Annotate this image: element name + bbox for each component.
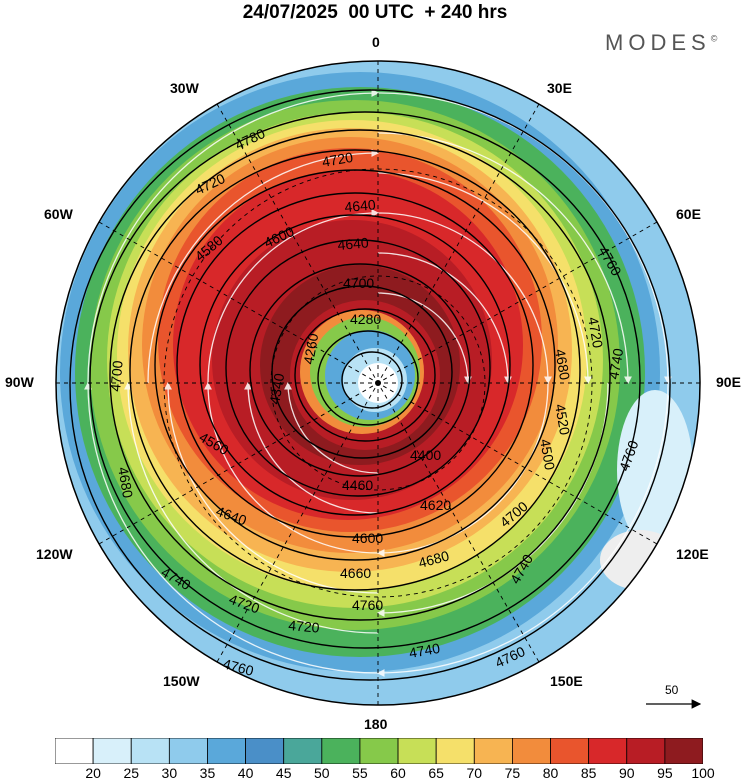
colorbar-tick-label: 40 xyxy=(237,765,254,781)
contour-label: 4640 xyxy=(337,234,370,253)
colorbar-swatch xyxy=(283,738,323,764)
contour-label: 4680 xyxy=(552,348,573,382)
contour-label: 4620 xyxy=(420,497,451,513)
colorbar-tick-label: 50 xyxy=(314,765,330,781)
contour-label: 4680 xyxy=(115,466,136,500)
contour-label: 4740 xyxy=(408,640,442,661)
colorbar-tick-label: 75 xyxy=(504,765,521,781)
contour-label: 4660 xyxy=(340,565,371,581)
reference-vector-arrow xyxy=(646,699,702,709)
colorbar-swatch xyxy=(92,738,132,764)
contour-label: 4600 xyxy=(352,530,383,546)
colorbar-tick-label: 30 xyxy=(161,765,178,781)
colorbar-tick-label: 45 xyxy=(275,765,292,781)
colorbar-tick-label: 80 xyxy=(542,765,559,781)
reference-vector-label: 50 xyxy=(665,683,679,697)
colorbar-swatch xyxy=(397,738,437,764)
colorbar-swatch xyxy=(588,738,628,764)
colorbar-swatch xyxy=(321,738,361,764)
contour-label: 4680 xyxy=(417,547,451,571)
colorbar-swatch xyxy=(664,738,703,764)
colorbar-swatch xyxy=(626,738,666,764)
contour-label: 4700 xyxy=(343,275,374,291)
geopotential-contours xyxy=(69,89,671,681)
lon-label-180: 180 xyxy=(364,716,388,732)
colorbar-swatch xyxy=(359,738,399,764)
contour-label: 4720 xyxy=(321,149,355,170)
lon-label-0: 0 xyxy=(372,34,380,50)
contour-label: 4640 xyxy=(344,196,377,215)
contour-label: 4760 xyxy=(221,655,255,679)
lon-label-60e: 60E xyxy=(676,206,701,222)
contour-label: 4740 xyxy=(605,347,626,381)
colorbar-swatch xyxy=(473,738,513,764)
contour-label: 4500 xyxy=(537,438,558,472)
contour-label: 4760 xyxy=(352,597,383,613)
modes-logo: MODES© xyxy=(605,30,717,56)
colorbar-swatch xyxy=(130,738,170,764)
logo-mark: © xyxy=(710,33,718,44)
colorbar-tick-label: 25 xyxy=(123,765,140,781)
lon-label-60w: 60W xyxy=(44,206,73,222)
colorbar-tick-label: 55 xyxy=(352,765,368,781)
colorbar-swatch xyxy=(550,738,590,764)
contour-label: 4720 xyxy=(288,617,321,636)
contour-label: 4400 xyxy=(410,447,441,463)
colorbar-tick-label: 85 xyxy=(580,765,597,781)
logo-text: MODES xyxy=(605,30,711,55)
lon-label-150e: 150E xyxy=(550,673,583,689)
polar-wind-map: 4780 4720 4720 4640 4640 4600 4580 4700 … xyxy=(55,60,701,706)
pole-marker xyxy=(375,380,381,386)
map-title: 24/07/2025 00 UTC + 240 hrs xyxy=(242,2,508,23)
lon-label-30e: 30E xyxy=(547,80,572,96)
colorbar-tick-label: 100 xyxy=(691,765,715,781)
contour-label: 4460 xyxy=(342,477,373,493)
colorbar-tick-label: 60 xyxy=(390,765,406,781)
lon-label-120w: 120W xyxy=(36,546,73,562)
colorbar-swatch xyxy=(55,738,94,764)
contour-label: 4340 xyxy=(266,372,287,406)
colorbar-swatch xyxy=(435,738,475,764)
contour-label: 4700 xyxy=(107,360,126,393)
lon-label-150w: 150W xyxy=(163,673,200,689)
colorbar xyxy=(55,738,703,764)
colorbar-swatch xyxy=(512,738,551,764)
colorbar-tick-label: 90 xyxy=(618,765,635,781)
contour-label: 4280 xyxy=(350,311,381,327)
colorbar-tick-label: 35 xyxy=(199,765,216,781)
colorbar-tick-label: 70 xyxy=(466,765,483,781)
colorbar-tick-label: 20 xyxy=(85,765,101,781)
colorbar-tick-label: 65 xyxy=(428,765,444,781)
map-boundary xyxy=(55,60,701,706)
lon-label-120e: 120E xyxy=(676,546,709,562)
lon-label-90e: 90E xyxy=(716,374,741,390)
lon-label-30w: 30W xyxy=(170,80,199,96)
contour-label: 4260 xyxy=(300,332,321,366)
contour-label: 4720 xyxy=(585,316,606,350)
colorbar-swatch xyxy=(168,738,208,764)
colorbar-swatch xyxy=(207,738,246,764)
colorbar-swatch xyxy=(245,738,285,764)
lon-label-90w: 90W xyxy=(5,374,34,390)
colorbar-tick-label: 95 xyxy=(657,765,673,781)
contour-label: 4520 xyxy=(552,403,573,437)
